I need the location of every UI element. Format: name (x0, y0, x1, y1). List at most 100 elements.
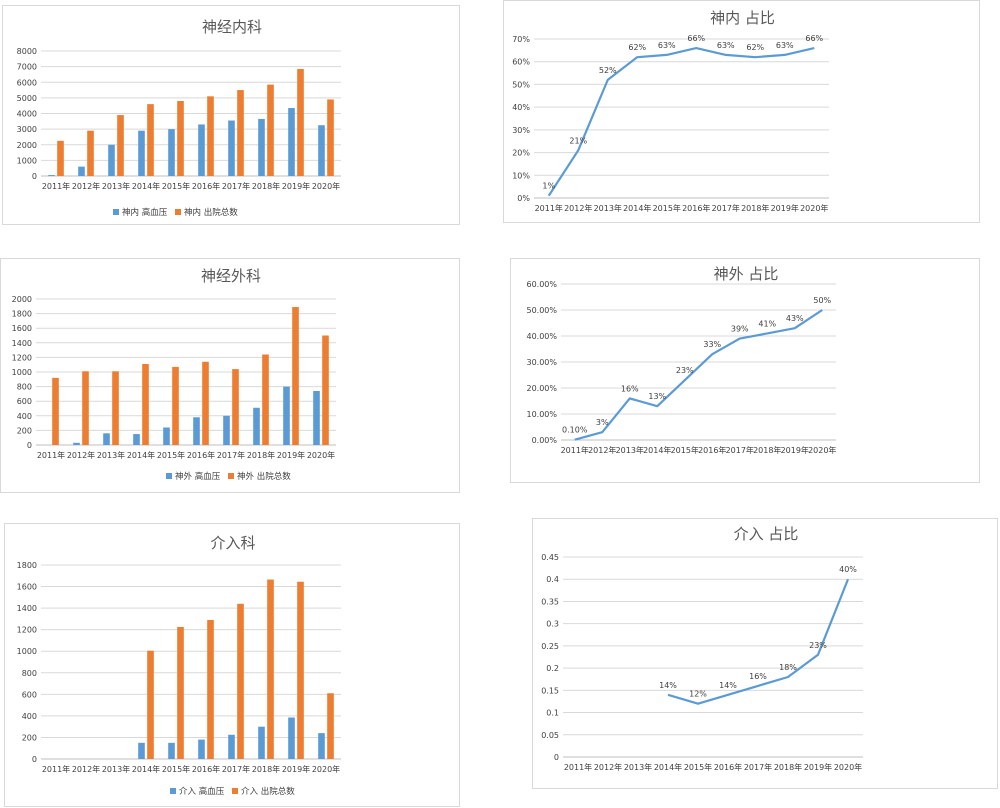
bar-hypertension (108, 145, 115, 176)
legend-swatch (232, 788, 238, 794)
series-line (549, 48, 815, 196)
bar-total (147, 651, 154, 759)
bar-hypertension (198, 124, 205, 176)
bar-total (207, 96, 214, 176)
y-tick-label: 2000 (12, 295, 32, 304)
chart-title: 神内 占比 (710, 9, 775, 27)
x-tick-label: 2018年 (252, 181, 280, 191)
y-tick-label: 800 (17, 383, 32, 392)
bar-hypertension (258, 119, 265, 176)
x-tick-label: 2013年 (102, 764, 130, 774)
data-label: 23% (809, 641, 827, 650)
y-tick-label: 0.35 (541, 597, 559, 606)
x-tick-label: 2013年 (102, 181, 130, 191)
legend-swatch (170, 788, 176, 794)
legend-label: 介入 高血压 (179, 786, 225, 797)
y-tick-label: 400 (22, 712, 37, 721)
x-tick-label: 2018年 (741, 203, 769, 213)
y-tick-label: 1000 (17, 156, 37, 165)
x-tick-label: 2014年 (623, 203, 651, 213)
y-tick-label: 1000 (17, 647, 37, 656)
y-tick-label: 200 (22, 733, 37, 742)
x-tick-label: 2012年 (594, 762, 622, 772)
y-tick-label: 400 (17, 412, 32, 421)
x-tick-label: 2020年 (307, 450, 335, 460)
y-tick-label: 10% (512, 171, 530, 180)
x-tick-label: 2018年 (247, 450, 275, 460)
y-tick-label: 7000 (17, 63, 37, 72)
x-tick-label: 2014年 (643, 445, 671, 455)
data-label: 14% (719, 681, 737, 690)
bar-hypertension (318, 733, 325, 759)
legend-swatch (228, 473, 234, 479)
y-tick-label: 5000 (17, 94, 37, 103)
bar-total (267, 580, 274, 759)
x-tick-label: 2011年 (42, 181, 70, 191)
data-label: 3% (596, 418, 609, 427)
bar-hypertension (223, 416, 230, 445)
chart-title: 神经外科 (201, 267, 261, 285)
bar-total (172, 367, 179, 445)
y-tick-label: 4000 (17, 110, 37, 119)
y-tick-label: 3000 (17, 125, 37, 134)
x-tick-label: 2017年 (712, 203, 740, 213)
bar-total (117, 115, 124, 176)
y-tick-label: 0.15 (541, 686, 559, 695)
bar-total (297, 69, 304, 176)
data-label: 66% (687, 34, 705, 43)
y-tick-label: 60% (512, 58, 530, 67)
y-tick-label: 0.05 (541, 731, 559, 740)
x-tick-label: 2011年 (564, 762, 592, 772)
bar-total (262, 354, 269, 445)
x-tick-label: 2019年 (282, 764, 310, 774)
legend-swatch (113, 209, 119, 215)
chart-title: 介入科 (210, 534, 255, 552)
chart-panel-interventional: 介入科0200400600800100012001400160018002011… (4, 523, 460, 807)
x-tick-label: 2014年 (132, 181, 160, 191)
data-label: 62% (628, 43, 646, 52)
x-tick-label: 2019年 (277, 450, 305, 460)
y-tick-label: 600 (22, 690, 37, 699)
bar-hypertension (48, 175, 55, 176)
y-tick-label: 8000 (17, 47, 37, 56)
y-tick-label: 0% (517, 194, 530, 203)
bar-hypertension (283, 387, 290, 445)
legend-label: 神外 出院总数 (237, 471, 291, 482)
x-tick-label: 2014年 (127, 450, 155, 460)
x-tick-label: 2020年 (312, 181, 340, 191)
y-tick-label: 20% (512, 149, 530, 158)
y-tick-label: 200 (17, 426, 32, 435)
y-tick-label: 0 (554, 753, 559, 762)
y-tick-label: 1600 (12, 324, 32, 333)
x-tick-label: 2017年 (217, 450, 245, 460)
y-tick-label: 50.00% (526, 306, 557, 315)
data-label: 1% (542, 182, 555, 191)
y-tick-label: 6000 (17, 78, 37, 87)
y-tick-label: 1200 (17, 626, 37, 635)
y-tick-label: 10.00% (526, 410, 557, 419)
x-tick-label: 2016年 (682, 203, 710, 213)
y-tick-label: 0.45 (541, 553, 559, 562)
x-tick-label: 2011年 (37, 450, 65, 460)
legend-swatch (166, 473, 172, 479)
x-tick-label: 2020年 (800, 203, 828, 213)
data-label: 13% (648, 392, 666, 401)
bar-hypertension (228, 735, 235, 759)
bar-hypertension (288, 108, 295, 176)
x-tick-label: 2013年 (97, 450, 125, 460)
data-label: 50% (813, 296, 831, 305)
x-tick-label: 2015年 (162, 181, 190, 191)
x-tick-label: 2016年 (187, 450, 215, 460)
x-tick-label: 2016年 (192, 181, 220, 191)
data-label: 63% (658, 41, 676, 50)
data-label: 41% (758, 319, 776, 328)
chart-title: 神外 占比 (714, 265, 779, 283)
bar-total (237, 604, 244, 759)
data-label: 63% (717, 41, 735, 50)
x-tick-label: 2019年 (771, 203, 799, 213)
y-tick-label: 1800 (12, 310, 32, 319)
x-tick-label: 2017年 (744, 762, 772, 772)
x-tick-label: 2014年 (654, 762, 682, 772)
data-label: 18% (779, 663, 797, 672)
chart-title: 介入 占比 (734, 525, 799, 543)
